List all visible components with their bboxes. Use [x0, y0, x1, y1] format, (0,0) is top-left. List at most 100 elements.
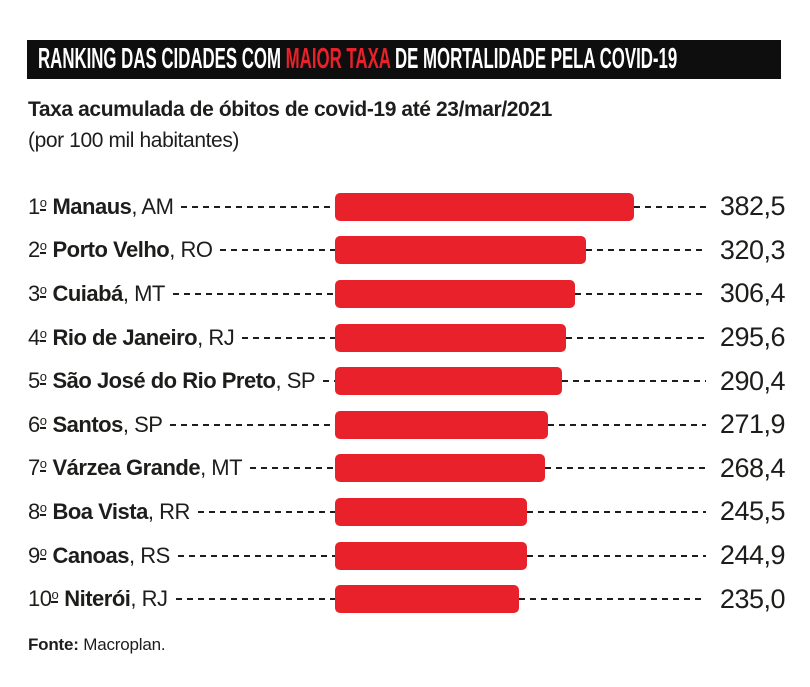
rank-label: 4o [28, 324, 47, 350]
leader-dashes [250, 467, 335, 470]
leader-dashes [526, 554, 706, 557]
leader-dashes [242, 336, 335, 339]
source-value: Macroplan. [78, 635, 166, 654]
city-name: Santos [52, 411, 123, 437]
row-label-cell: 8o Boa Vista, RR [28, 499, 335, 525]
bar [335, 323, 567, 352]
chart-row: 2o Porto Velho, RO 320,3 [0, 229, 810, 273]
leader-dashes [545, 467, 706, 470]
chart-row: 6o Santos, SP 271,9 [0, 403, 810, 447]
row-label: 1o Manaus, AM [28, 193, 174, 220]
chart-row: 4o Rio de Janeiro, RJ 295,6 [0, 316, 810, 360]
source-label: Fonte: [28, 635, 79, 654]
ordinal-mark: o [39, 412, 47, 429]
page-title: RANKING DAS CIDADES COM MAIOR TAXA DE MO… [27, 43, 677, 76]
bar [335, 192, 635, 221]
chart-row: 1o Manaus, AM 382,5 [0, 185, 810, 229]
chart-row: 3o Cuiabá, MT 306,4 [0, 272, 810, 316]
row-label-cell: 3o Cuiabá, MT [28, 281, 335, 307]
bar [335, 236, 586, 265]
leader-dashes [547, 423, 706, 426]
separator: , [122, 411, 135, 437]
ordinal-mark: o [39, 369, 47, 386]
leader-dashes [181, 205, 335, 208]
bar [335, 541, 527, 570]
row-label: 3o Cuiabá, MT [28, 281, 165, 307]
title-highlight: MAIOR TAXA [285, 43, 391, 75]
leader-dashes [323, 380, 335, 383]
row-label: 10o Niterói, RJ [28, 586, 168, 612]
row-label: 7o Várzea Grande, MT [28, 455, 243, 481]
row-label: 9o Canoas, RS [28, 543, 170, 569]
rank-label: 8o [28, 498, 47, 524]
title-suffix: DE MORTALIDADE PELA COVID-19 [390, 43, 678, 75]
separator: , [147, 498, 160, 524]
state-abbr: RJ [141, 586, 168, 612]
row-label-cell: 5o São José do Rio Preto, SP [28, 368, 335, 394]
row-label-cell: 7o Várzea Grande, MT [28, 455, 335, 481]
state-abbr: RS [140, 542, 170, 568]
leader-dashes [197, 510, 335, 513]
row-label-cell: 6o Santos, SP [28, 412, 335, 438]
bar [335, 454, 545, 483]
city-name: Canoas [52, 542, 129, 568]
title-bar: RANKING DAS CIDADES COM MAIOR TAXA DE MO… [27, 40, 781, 79]
value-label: 320,3 [719, 234, 786, 265]
city-name: Boa Vista [52, 498, 148, 524]
rank-label: 1o [28, 193, 47, 219]
leader-dashes [562, 380, 706, 383]
state-abbr: RJ [208, 324, 235, 350]
chart-row: 5o São José do Rio Preto, SP 290,4 [0, 359, 810, 403]
rank-label: 6o [28, 411, 47, 437]
source-note: Fonte: Macroplan. [28, 635, 166, 655]
separator: , [130, 586, 142, 612]
ordinal-mark: o [39, 238, 47, 255]
separator: , [197, 324, 209, 350]
chart-row: 7o Várzea Grande, MT 268,4 [0, 447, 810, 491]
bar [335, 410, 548, 439]
bar [335, 497, 528, 526]
rank-label: 7o [28, 455, 47, 481]
row-label: 6o Santos, SP [28, 411, 163, 438]
separator: , [131, 193, 142, 219]
separator: , [275, 368, 287, 394]
ordinal-mark: o [39, 543, 47, 560]
city-name: Rio de Janeiro [52, 324, 198, 350]
state-abbr: RR [159, 498, 190, 524]
value-label: 245,5 [719, 496, 786, 527]
chart-subtitle-unit: (por 100 mil habitantes) [28, 129, 240, 152]
leader-dashes [527, 510, 706, 513]
rank-label: 2o [28, 237, 47, 263]
leader-dashes [574, 292, 706, 295]
row-label-cell: 2o Porto Velho, RO [28, 237, 335, 263]
separator: , [169, 237, 181, 263]
leader-dashes [175, 598, 335, 601]
chart-row: 8o Boa Vista, RR 245,5 [0, 490, 810, 534]
leader-dashes [220, 249, 335, 252]
leader-dashes [172, 292, 335, 295]
bar-chart: 1o Manaus, AM 382,5 2o Porto Velho, RO 320… [0, 185, 810, 621]
state-abbr: MT [134, 280, 165, 306]
row-label: 5o São José do Rio Preto, SP [28, 368, 316, 394]
rank-label: 9o [28, 542, 47, 568]
ordinal-mark: o [39, 194, 47, 211]
rank-label: 5o [28, 368, 47, 394]
separator: , [122, 280, 135, 306]
state-abbr: MT [211, 455, 243, 481]
state-abbr: AM [141, 193, 174, 219]
value-label: 235,0 [719, 583, 786, 614]
city-name: Porto Velho [52, 237, 170, 263]
title-prefix: RANKING DAS CIDADES COM [38, 43, 286, 75]
ordinal-mark: o [39, 281, 47, 298]
chart-subtitle: Taxa acumulada de óbitos de covid-19 até… [28, 98, 552, 121]
value-label: 306,4 [719, 278, 786, 309]
state-abbr: SP [286, 368, 316, 394]
ordinal-mark: o [39, 499, 47, 516]
leader-dashes [518, 598, 706, 601]
value-label: 271,9 [719, 409, 786, 440]
chart-row: 9o Canoas, RS 244,9 [0, 534, 810, 578]
ordinal-mark: o [51, 587, 59, 604]
value-label: 295,6 [719, 322, 786, 353]
value-label: 268,4 [719, 452, 786, 483]
